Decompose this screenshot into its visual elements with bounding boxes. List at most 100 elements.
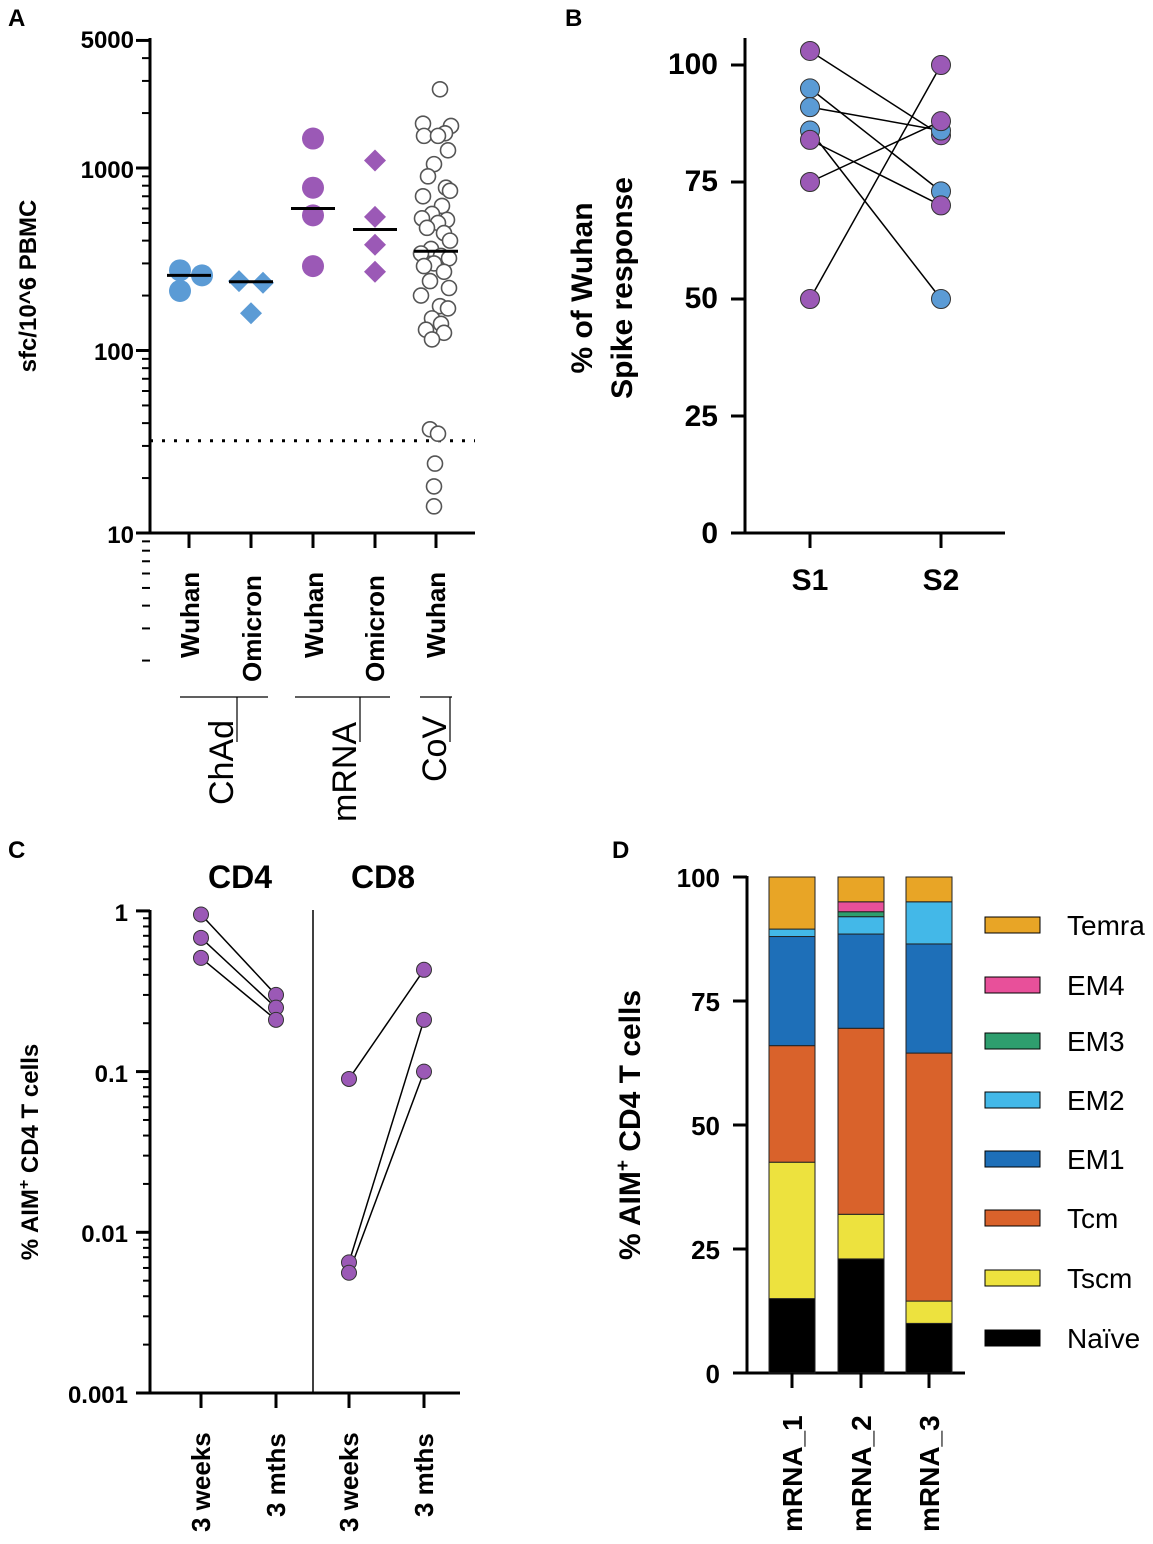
a-point bbox=[440, 279, 458, 297]
panel-d: 100 75 50 25 0 % AIM+ CD4 T cells mRNA_1… bbox=[613, 863, 1145, 1532]
c-ytick-0.001: 0.001 bbox=[68, 1382, 128, 1409]
c-y-axis-label-rest: CD4 T cells bbox=[17, 1044, 44, 1180]
a-point bbox=[364, 233, 386, 256]
a-xtick-label-1: Wuhan bbox=[175, 572, 205, 658]
legend-label-em1: EM1 bbox=[1067, 1144, 1125, 1175]
a-ytick-1000: 1000 bbox=[81, 157, 134, 184]
d-bars bbox=[768, 876, 953, 1374]
b-point bbox=[931, 111, 951, 132]
d-bar-segment bbox=[837, 1213, 885, 1260]
d-bar-segment bbox=[905, 943, 953, 1054]
d-bar-segment bbox=[768, 1045, 816, 1163]
d-ytick-100: 100 bbox=[677, 863, 720, 893]
legend-swatch-em1 bbox=[984, 1150, 1041, 1168]
a-y-axis-label: sfc/10^6 PBMC bbox=[15, 200, 42, 373]
d-bar-segment bbox=[837, 1258, 885, 1374]
b-point bbox=[800, 78, 820, 99]
panel-c: 1 0.1 0.01 0.001 % AIM+ CD4 T cells CD4 … bbox=[16, 859, 460, 1532]
legend-swatch-temra bbox=[984, 916, 1041, 934]
a-point bbox=[429, 127, 447, 145]
legend-swatch-em4 bbox=[984, 976, 1041, 994]
c-point bbox=[341, 1264, 357, 1281]
c-point bbox=[416, 961, 432, 978]
legend-label-em2: EM2 bbox=[1067, 1085, 1125, 1116]
a-point bbox=[414, 187, 432, 205]
a-point bbox=[415, 257, 433, 275]
b-pair-line bbox=[809, 50, 942, 136]
a-point bbox=[364, 149, 386, 172]
a-point bbox=[439, 300, 457, 317]
legend-swatch-naive bbox=[984, 1329, 1041, 1347]
a-point bbox=[421, 272, 439, 290]
a-point bbox=[426, 455, 444, 472]
legend-label-temra: Temra bbox=[1067, 910, 1145, 941]
panel-letter-d: D bbox=[612, 837, 629, 864]
b-y-axis-label-line1: % of Wuhan bbox=[566, 202, 599, 373]
c-points bbox=[193, 906, 432, 1281]
a-ytick-10: 10 bbox=[107, 522, 134, 549]
c-y-axis-label-sup: + bbox=[16, 1180, 33, 1189]
legend-swatch-em2 bbox=[984, 1091, 1041, 1109]
b-pair-line bbox=[809, 130, 942, 300]
a-xtick-label-4: Omicron bbox=[360, 575, 390, 682]
d-bar-segment bbox=[837, 916, 885, 935]
a-ytick-100: 100 bbox=[94, 339, 134, 366]
c-point bbox=[268, 1011, 284, 1028]
d-ytick-75: 75 bbox=[691, 987, 720, 1017]
a-point bbox=[431, 80, 449, 98]
panel-a: 5000 1000 100 10 sfc/10^6 PBMC Wuhan Omi… bbox=[15, 27, 475, 822]
d-bar-segment bbox=[768, 936, 816, 1047]
b-ytick-100: 100 bbox=[668, 48, 718, 81]
legend-label-tcm: Tcm bbox=[1067, 1203, 1118, 1234]
a-point bbox=[169, 259, 191, 282]
d-bar-segment bbox=[837, 911, 885, 918]
b-point bbox=[800, 97, 820, 118]
c-y-ticks bbox=[136, 909, 150, 1395]
c-ytick-1: 1 bbox=[115, 900, 128, 927]
d-y-axis-label: % AIM+ CD4 T cells bbox=[613, 990, 647, 1260]
a-point bbox=[169, 279, 191, 302]
a-point bbox=[439, 142, 457, 159]
b-xtick-label-s1: S1 bbox=[792, 564, 829, 597]
b-pair-line bbox=[809, 139, 942, 207]
c-pair-line bbox=[348, 1071, 425, 1274]
a-group-label-mrna: mRNA bbox=[326, 722, 364, 822]
d-xtick-label-1: mRNA_1 bbox=[777, 1415, 808, 1532]
b-point bbox=[931, 55, 951, 75]
legend-swatch-em3 bbox=[984, 1032, 1041, 1050]
a-medians bbox=[167, 206, 458, 284]
d-xtick-label-2: mRNA_2 bbox=[846, 1415, 877, 1532]
c-pair-line bbox=[348, 1019, 425, 1263]
c-xtick-label-4: 3 mths bbox=[409, 1433, 439, 1517]
d-bar-segment bbox=[905, 1052, 953, 1302]
a-xtick-label-5: Wuhan bbox=[421, 572, 451, 658]
d-xtick-label-3: mRNA_3 bbox=[914, 1415, 945, 1532]
b-ytick-50: 50 bbox=[685, 282, 718, 315]
d-bar-segment bbox=[768, 1161, 816, 1300]
a-point bbox=[364, 205, 386, 228]
c-point bbox=[341, 1070, 357, 1087]
c-point bbox=[416, 1063, 432, 1080]
c-title-cd8: CD8 bbox=[351, 859, 415, 895]
d-bar-segment bbox=[905, 876, 953, 903]
d-bar-segment bbox=[837, 933, 885, 1029]
c-ytick-0.1: 0.1 bbox=[95, 1061, 128, 1088]
b-ytick-0: 0 bbox=[701, 517, 718, 550]
c-point bbox=[193, 929, 209, 946]
panel-letter-a: A bbox=[8, 5, 25, 32]
d-y-ticks bbox=[733, 875, 747, 1375]
a-point bbox=[240, 302, 262, 325]
a-point bbox=[302, 127, 324, 150]
panel-letter-c: C bbox=[8, 837, 25, 864]
d-bar-segment bbox=[905, 901, 953, 945]
c-pair-line bbox=[200, 957, 277, 1021]
legend-label-naive: Naïve bbox=[1067, 1323, 1140, 1354]
d-y-axis-label-main: % AIM bbox=[614, 1171, 647, 1260]
a-minor-ticks bbox=[136, 38, 150, 662]
a-point bbox=[425, 498, 443, 515]
c-lines bbox=[200, 913, 425, 1274]
b-y-ticks bbox=[731, 63, 745, 535]
c-pair-line bbox=[348, 969, 425, 1080]
